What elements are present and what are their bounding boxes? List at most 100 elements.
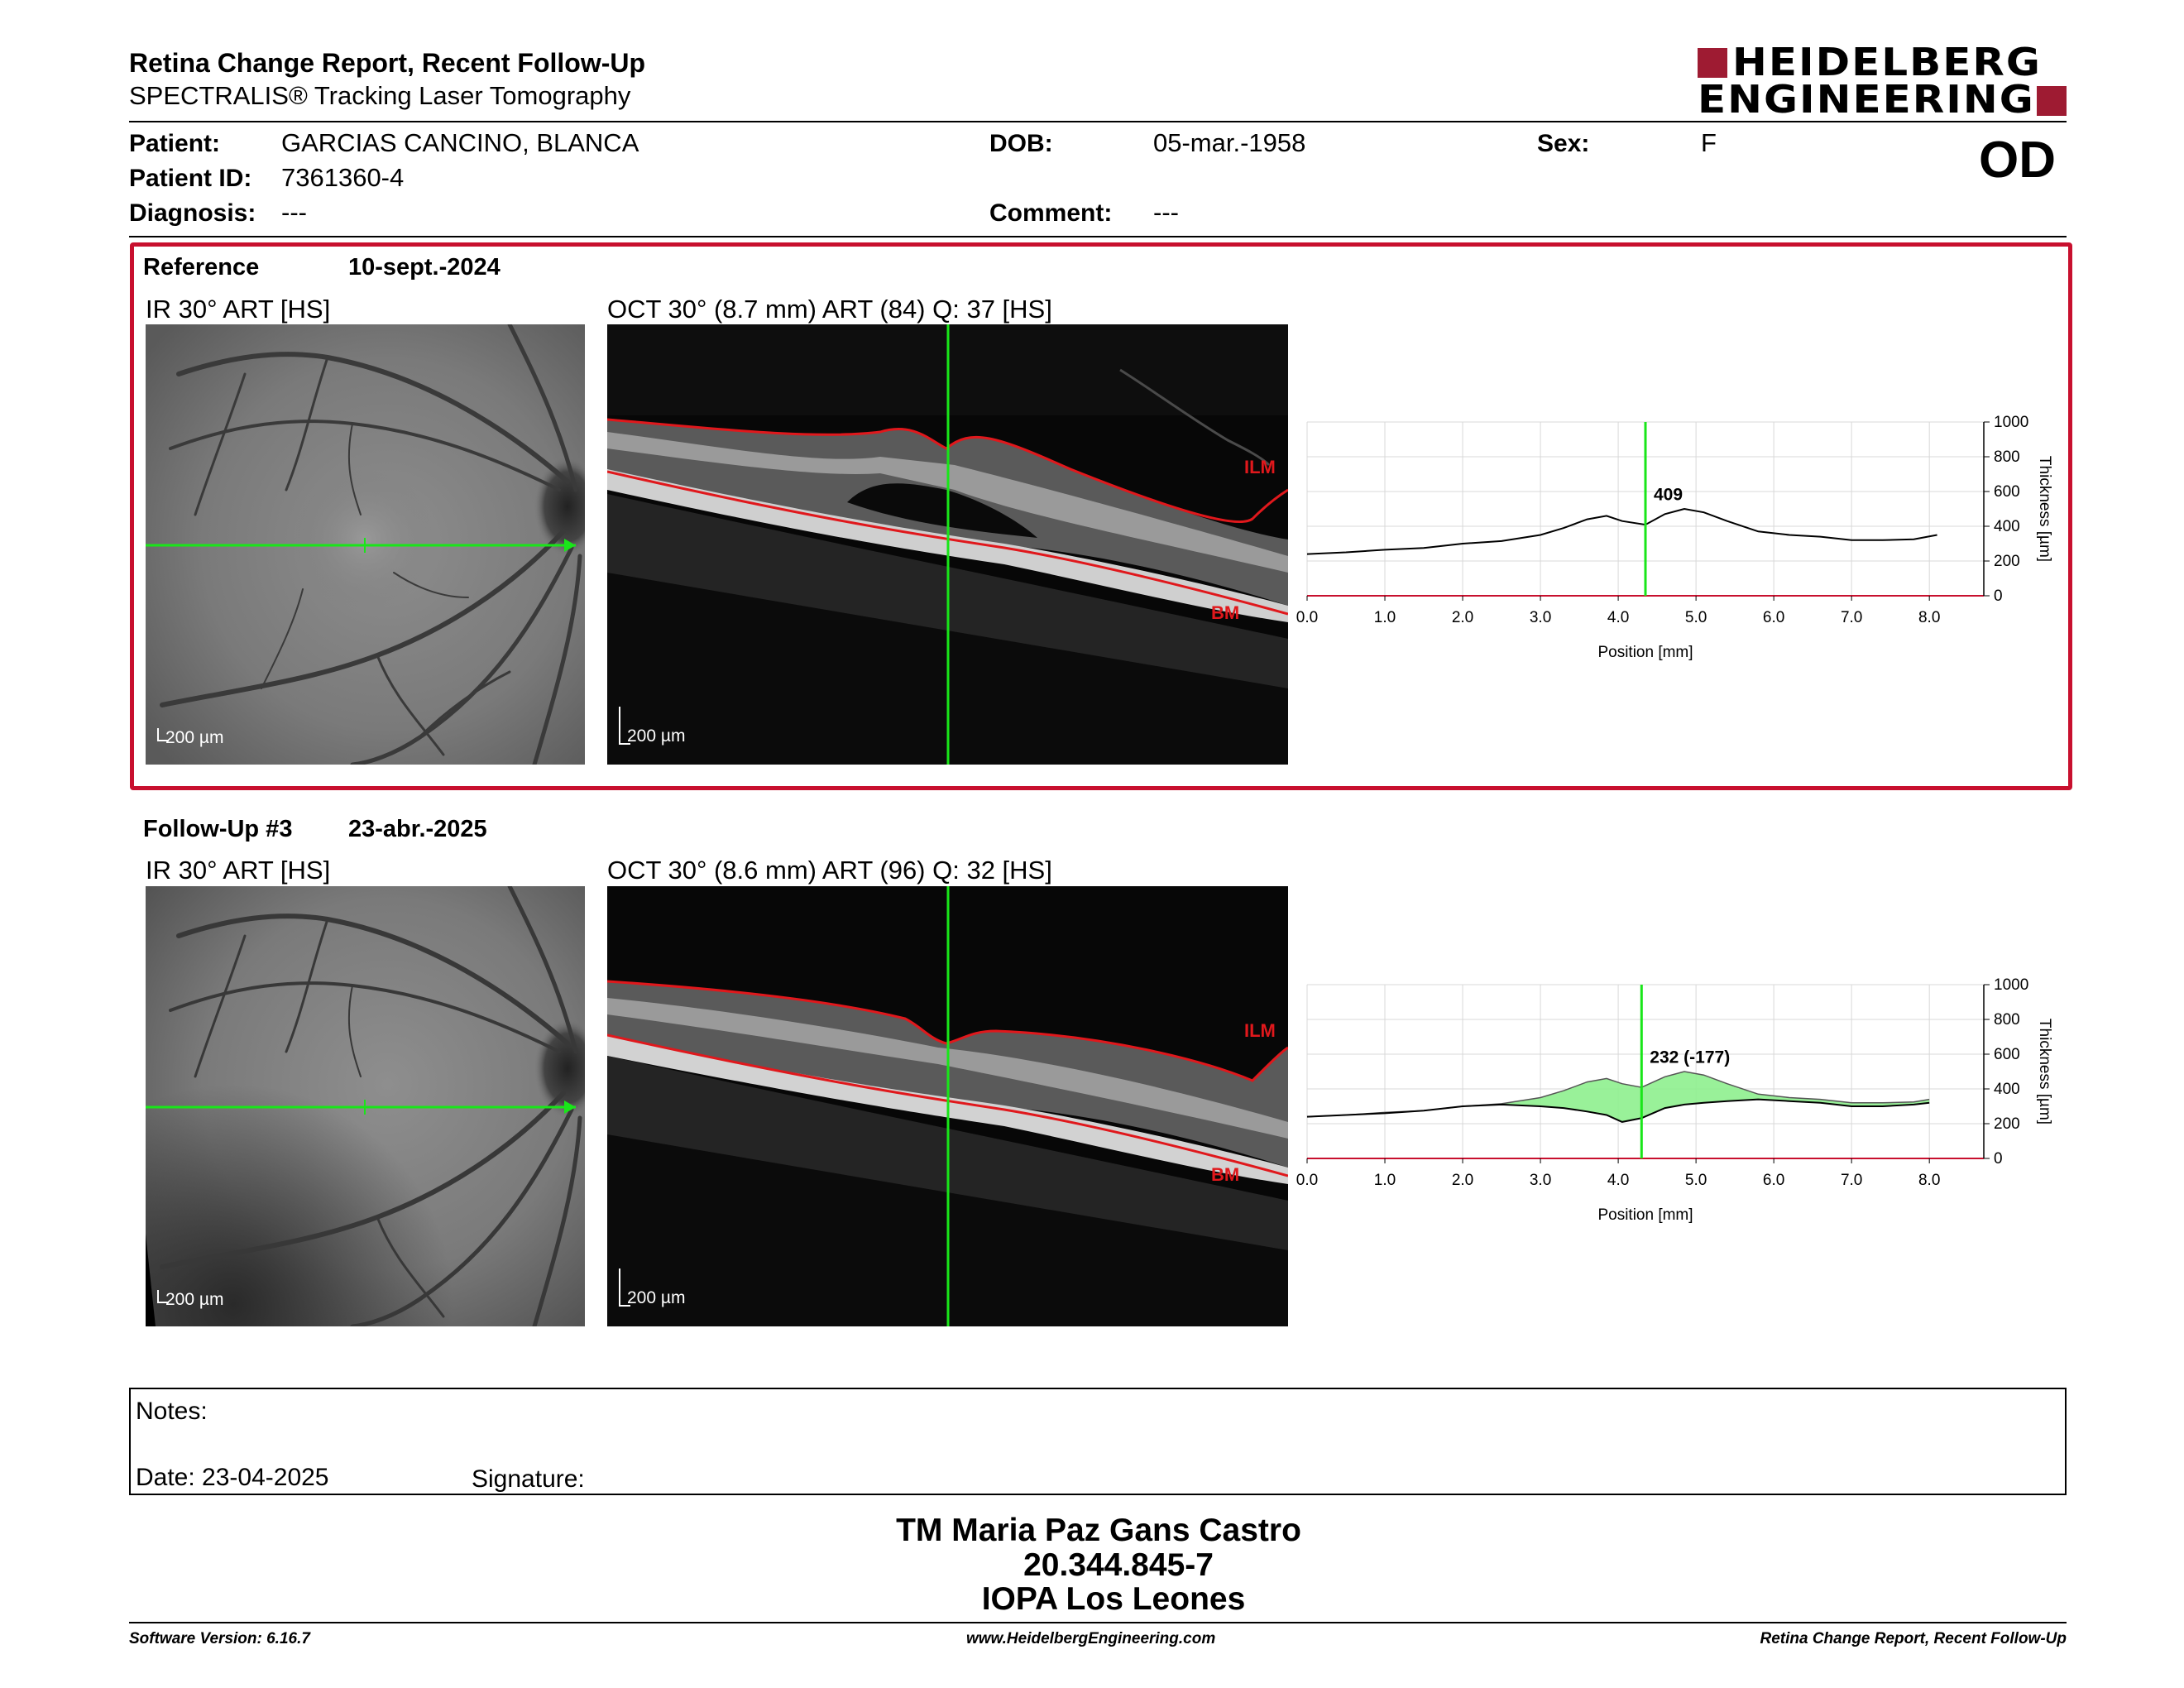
y-tick-label: 800	[1994, 448, 2020, 466]
x-tick-label: 3.0	[1530, 609, 1551, 626]
y-tick-label: 0	[1994, 1150, 2003, 1168]
x-tick-label: 4.0	[1607, 609, 1629, 626]
comment-value: ---	[1153, 198, 1179, 227]
fundus-svg	[146, 324, 585, 765]
followup-thickness-chart: 0.0 1.0 2.0 3.0 4.0 5.0 6.0 7.0 8.0 0 200 400 600 800…	[1291, 972, 2076, 1237]
patient-id-label: Patient ID:	[129, 165, 252, 192]
report-title: Retina Change Report, Recent Follow-Up	[129, 48, 646, 78]
y-axis-label: Thickness [µm]	[2036, 1019, 2053, 1125]
reference-ir-caption: IR 30° ART [HS]	[146, 295, 331, 324]
logo-text-line2: ENGINEERING	[1698, 77, 2035, 122]
notes-label: Notes:	[136, 1398, 208, 1425]
eye-indicator: OD	[1979, 132, 2056, 189]
reference-chart-svg: 0.0 1.0 2.0 3.0 4.0 5.0 6.0 7.0 8.0 0 200 400 600 800…	[1296, 414, 2053, 661]
x-tick-label: 0.0	[1296, 1172, 1318, 1189]
scale-bar-icon-h	[157, 740, 169, 741]
x-tick-label: 8.0	[1918, 609, 1940, 626]
y-tick-label: 400	[1994, 518, 2020, 535]
reference-ir-image: 200 µm	[146, 324, 585, 765]
fundus-svg	[146, 886, 585, 1326]
ir-scale-label: 200 µm	[165, 728, 224, 747]
logo-square-bottom	[2037, 86, 2067, 116]
header-divider	[129, 121, 2067, 122]
followup-label: Follow-Up #3	[143, 816, 293, 842]
patient-label: Patient:	[129, 130, 221, 157]
reference-oct-image: ILM BM 200 µm	[607, 324, 1288, 765]
software-version: Software Version: 6.16.7	[129, 1630, 310, 1647]
series-line	[1306, 507, 1937, 555]
bm-label: BM	[1211, 1164, 1239, 1185]
cursor-value-label: 409	[1654, 486, 1683, 505]
x-tick-label: 5.0	[1685, 609, 1707, 626]
patient-id: 7361360-4	[281, 163, 405, 192]
followup-oct-caption: OCT 30° (8.6 mm) ART (96) Q: 32 [HS]	[607, 856, 1052, 885]
x-axis-label: Position [mm]	[1597, 1206, 1693, 1224]
dob-value: 05-mar.-1958	[1153, 128, 1306, 157]
reference-thickness-chart: 0.0 1.0 2.0 3.0 4.0 5.0 6.0 7.0 8.0 0 200 400 600 800…	[1291, 410, 2076, 674]
scale-bar-icon-h	[619, 1305, 630, 1307]
y-tick-label: 800	[1994, 1011, 2020, 1029]
comment-label: Comment:	[989, 199, 1113, 227]
footer-report-name: Retina Change Report, Recent Follow-Up	[1760, 1630, 2067, 1647]
signatory-rut: 20.344.845-7	[1023, 1547, 1214, 1583]
ir-scale-label: 200 µm	[165, 1290, 224, 1309]
reference-label: Reference	[143, 254, 260, 281]
followup-ir-image: 200 µm	[146, 886, 585, 1326]
footer-divider	[129, 1622, 2067, 1623]
diagnosis-label: Diagnosis:	[129, 199, 256, 227]
scale-bar-icon	[157, 728, 159, 741]
bm-label: BM	[1211, 602, 1239, 623]
notes-box[interactable]: Notes: Date: 23-04-2025 Signature:	[129, 1388, 2067, 1495]
x-tick-label: 4.0	[1607, 1172, 1629, 1189]
reference-date: 10-sept.-2024	[348, 254, 500, 281]
patient-divider	[129, 236, 2067, 237]
y-tick-label: 200	[1994, 553, 2020, 570]
scale-bar-icon-h	[157, 1302, 169, 1303]
website-link[interactable]: www.HeidelbergEngineering.com	[966, 1630, 1216, 1647]
y-tick-label: 1000	[1994, 414, 2028, 431]
sex-label: Sex:	[1537, 130, 1590, 157]
oct-scale-label: 200 µm	[627, 727, 686, 746]
logo-text-line1: HEIDELBERG	[1732, 40, 2042, 84]
reference-frame	[130, 242, 2072, 790]
sex-value: F	[1701, 128, 1717, 157]
scale-bar-icon-h	[619, 743, 630, 745]
scale-bar-icon	[157, 1290, 159, 1303]
x-tick-label: 6.0	[1763, 609, 1784, 626]
oct-scale-label: 200 µm	[627, 1288, 686, 1307]
y-tick-label: 200	[1994, 1115, 2020, 1133]
diagnosis-value: ---	[281, 198, 307, 227]
y-tick-label: 600	[1994, 1046, 2020, 1063]
patient-name: GARCIAS CANCINO, BLANCA	[281, 128, 639, 157]
x-tick-label: 5.0	[1685, 1172, 1707, 1189]
y-axis-label: Thickness [µm]	[2036, 456, 2053, 562]
ilm-label: ILM	[1244, 457, 1276, 477]
y-tick-label: 0	[1994, 587, 2003, 605]
followup-oct-image: ILM BM 200 µm	[607, 886, 1288, 1326]
followup-chart-svg: 0.0 1.0 2.0 3.0 4.0 5.0 6.0 7.0 8.0 0 200 400 600 800…	[1296, 976, 2053, 1224]
date-label: Date: 23-04-2025	[136, 1464, 329, 1491]
signature-label: Signature:	[472, 1465, 585, 1493]
x-tick-label: 0.0	[1296, 609, 1318, 626]
dob-label: DOB:	[989, 130, 1053, 157]
oct-svg: ILM BM	[607, 886, 1288, 1326]
cursor-value-label: 232 (-177)	[1650, 1048, 1730, 1067]
ilm-label: ILM	[1244, 1020, 1276, 1041]
x-tick-label: 6.0	[1763, 1172, 1784, 1189]
x-tick-label: 2.0	[1452, 1172, 1473, 1189]
x-tick-label: 7.0	[1841, 609, 1862, 626]
y-tick-label: 400	[1994, 1081, 2020, 1098]
reference-oct-caption: OCT 30° (8.7 mm) ART (84) Q: 37 [HS]	[607, 295, 1052, 324]
x-tick-label: 8.0	[1918, 1172, 1940, 1189]
x-tick-label: 2.0	[1452, 609, 1473, 626]
y-tick-label: 600	[1994, 483, 2020, 501]
logo-square-top	[1698, 48, 1727, 78]
y-tick-label: 1000	[1994, 976, 2028, 994]
x-tick-label: 3.0	[1530, 1172, 1551, 1189]
oct-svg: ILM BM	[607, 324, 1288, 765]
difference-area	[1307, 1072, 1930, 1122]
x-tick-label: 1.0	[1374, 1172, 1396, 1189]
signatory-org: IOPA Los Leones	[981, 1581, 1246, 1617]
x-axis-label: Position [mm]	[1597, 644, 1693, 661]
report-subtitle: SPECTRALIS® Tracking Laser Tomography	[129, 81, 631, 110]
